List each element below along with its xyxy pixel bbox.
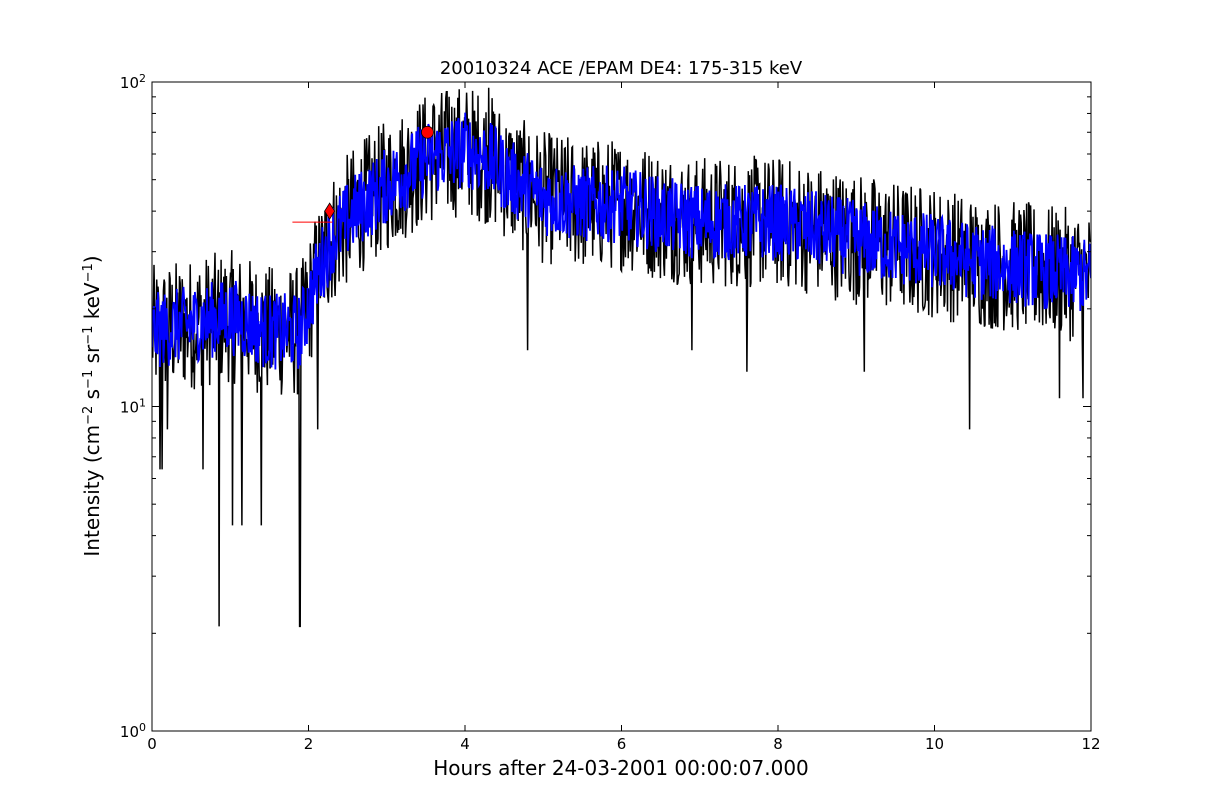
x-tick-label: 4: [460, 735, 470, 753]
y-axis-label: Intensity (cm−2 s−1 sr−1 keV−1): [80, 255, 104, 556]
y-tick-label: 101: [120, 396, 146, 417]
series-layer: [152, 87, 1091, 628]
x-tick-label: 8: [773, 735, 783, 753]
y-tick-label: 102: [120, 72, 146, 93]
marker-layer: [292, 125, 434, 223]
x-tick-label: 0: [147, 735, 157, 753]
x-tick-label: 2: [304, 735, 314, 753]
series-line-smoothed: [152, 112, 1091, 370]
chart-title: 20010324 ACE /EPAM DE4: 175-315 keV: [440, 58, 803, 79]
marker-diamond: [324, 202, 336, 220]
x-tick-label: 6: [617, 735, 627, 753]
x-tick-label: 12: [1081, 735, 1100, 753]
plot-area: [152, 87, 1091, 628]
tick-layer: 0 2 4 6 8 10 12 100 101 102: [120, 72, 1101, 754]
x-tick-label: 10: [925, 735, 944, 753]
marker-circle: [421, 125, 434, 139]
x-axis-label: Hours after 24-03-2001 00:00:07.000: [433, 756, 809, 780]
y-tick-label: 100: [120, 721, 146, 742]
